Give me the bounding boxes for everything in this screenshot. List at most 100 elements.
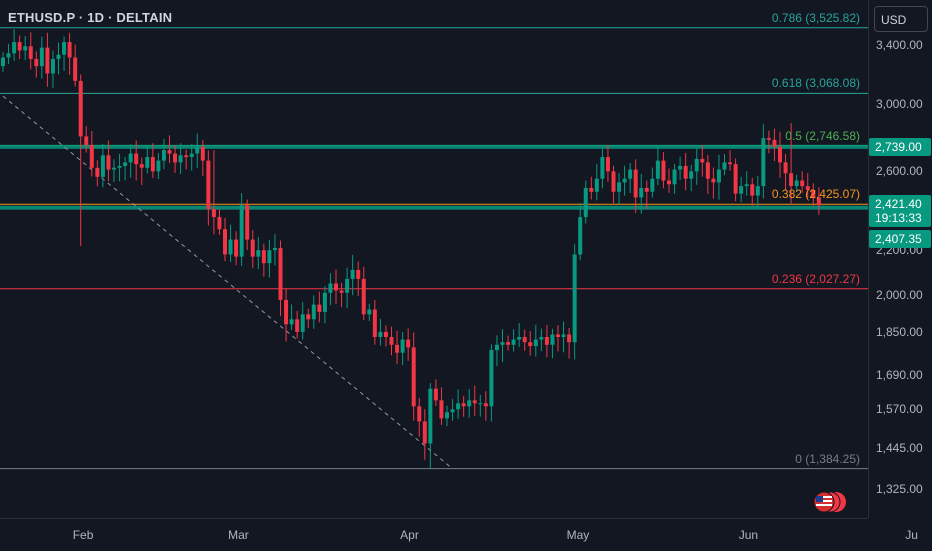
candle-body: [278, 248, 283, 300]
candle-body: [572, 254, 577, 343]
candle-body: [45, 47, 50, 74]
candle-body: [128, 153, 133, 163]
candlestick-chart[interactable]: [0, 0, 868, 518]
level-band[interactable]: [0, 144, 868, 149]
time-tick-label: Ju: [905, 528, 918, 542]
price-axis[interactable]: [868, 0, 932, 518]
fib-level-label: 0.5 (2,746.58): [785, 128, 860, 143]
candle-body: [139, 164, 144, 168]
candle-body: [716, 169, 721, 183]
candle-body: [672, 169, 677, 185]
candle-body: [17, 42, 22, 51]
candle-body: [334, 283, 338, 291]
current-price-tag: 2,421.40 19:13:33: [869, 194, 931, 227]
candle-body: [78, 80, 83, 137]
candle-body: [600, 157, 605, 179]
candle-body: [816, 197, 821, 206]
candle-body: [472, 400, 477, 404]
candle-body: [34, 58, 39, 67]
trendline[interactable]: [2, 95, 453, 470]
candle-body: [594, 178, 599, 192]
currency-button[interactable]: USD: [874, 6, 928, 32]
candle-body: [783, 162, 788, 174]
candle-body: [50, 58, 55, 74]
candle-body: [62, 42, 67, 55]
candle-body: [639, 187, 644, 198]
candle-body: [239, 205, 244, 257]
candle-body: [206, 160, 211, 210]
candle-body: [406, 339, 411, 348]
candle-body: [267, 250, 272, 264]
candle-body: [28, 46, 33, 59]
candle-body: [700, 158, 705, 163]
candle-body: [506, 342, 511, 345]
candle-body: [23, 46, 28, 51]
price-tick-label: 1,445.00: [876, 441, 923, 456]
candle-body: [272, 248, 277, 251]
candle-body: [467, 400, 472, 407]
candle-body: [705, 162, 710, 179]
candle-body: [517, 337, 522, 340]
candle-body: [628, 169, 633, 179]
candle-body: [561, 334, 566, 338]
candle-body: [234, 239, 239, 257]
candle-body: [356, 269, 361, 279]
candle-body: [256, 250, 261, 257]
candle-body: [12, 42, 17, 54]
candle-body: [750, 184, 755, 196]
candle-body: [328, 283, 333, 293]
candle-body: [67, 42, 72, 58]
fib-level-label: 0.618 (3,068.08): [771, 76, 860, 91]
price-tick-label: 1,570.00: [876, 402, 923, 417]
candle-body: [167, 150, 172, 154]
candle-body: [245, 205, 250, 240]
candle-body: [150, 157, 155, 172]
candle-body: [173, 153, 178, 163]
candle-body: [556, 334, 560, 338]
candle-body: [583, 187, 588, 218]
us-flag-icon[interactable]: [812, 490, 846, 514]
candle-body: [661, 160, 666, 181]
candle-body: [539, 337, 544, 340]
candle-body: [456, 403, 461, 410]
candle-body: [728, 162, 733, 165]
candle-body: [500, 342, 505, 345]
candle-body: [761, 138, 766, 187]
candle-body: [322, 292, 327, 312]
candle-body: [644, 187, 649, 192]
price-tick-label: 1,850.00: [876, 324, 923, 339]
candle-body: [605, 157, 610, 172]
candle-body: [778, 146, 782, 163]
candle-body: [805, 186, 810, 190]
candle-body: [39, 47, 44, 67]
candle-body: [345, 278, 350, 293]
candle-body: [550, 334, 555, 345]
candle-body: [739, 186, 744, 194]
candle-body: [544, 337, 549, 345]
candle-body: [350, 269, 355, 279]
time-axis[interactable]: [0, 518, 868, 551]
candle-body: [295, 319, 300, 332]
candle-body: [722, 162, 727, 170]
price-tick-label: 2,600.00: [876, 164, 923, 179]
chart-pane[interactable]: [0, 0, 868, 518]
candle-body: [73, 57, 78, 81]
candle-body: [228, 239, 233, 255]
symbol-title: ETHUSD.P · 1D · DELTAIN: [8, 10, 173, 25]
candle-body: [400, 339, 405, 353]
candle-body: [489, 350, 494, 407]
candle-body: [567, 334, 572, 343]
candle-body: [744, 184, 749, 187]
candle-body: [311, 304, 316, 320]
time-tick-label: Feb: [72, 528, 94, 542]
candle-body: [223, 229, 227, 255]
candle-body: [306, 314, 311, 320]
fib-level-label: 0.236 (2,027.27): [771, 271, 860, 286]
candle-body: [433, 388, 438, 401]
candle-body: [383, 331, 388, 338]
candle-body: [367, 309, 372, 315]
candle-body: [428, 388, 433, 444]
time-tick-label: Jun: [738, 528, 759, 542]
candle-body: [422, 421, 427, 444]
level-band[interactable]: [0, 205, 868, 210]
